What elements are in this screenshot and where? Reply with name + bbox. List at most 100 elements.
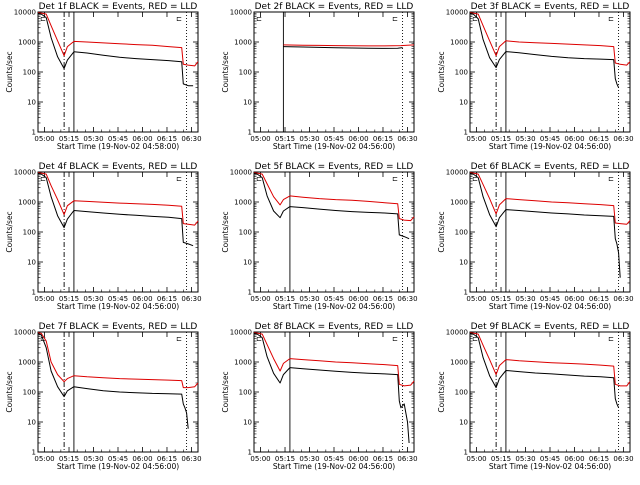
y-tick-label: 10 [243,99,252,107]
x-axis-label: Start Time (19-Nov-02 04:56:00) [273,302,395,311]
series-line-lld [469,172,631,225]
x-tick-label: 05:45 [324,455,344,463]
x-tick-label: 05:00 [250,295,270,303]
y-axis-label: Counts/sec [5,371,14,412]
corner-marker-left: ⊏ [256,335,262,343]
x-tick-label: 06:00 [564,135,584,143]
x-tick-label: 05:30 [515,455,535,463]
x-tick-label: 05:45 [324,135,344,143]
plot-frame [469,331,631,453]
series-line-events [253,172,410,240]
x-tick-label: 06:15 [157,295,177,303]
plot-frame [253,171,415,293]
corner-marker-left: ⊏ [256,15,262,23]
y-tick-label: 100 [23,229,36,237]
corner-marker-left: ⊏ [472,175,478,183]
y-tick-label: 10000 [446,169,468,177]
x-tick-label: 05:00 [466,135,486,143]
x-tick-label: 06:30 [397,295,417,303]
corner-marker-right: ⊏ [176,15,182,23]
series-line-lld [283,44,415,47]
y-tick-label: 100 [239,69,252,77]
panel-title: Det 9f BLACK = Events, RED = LLD [471,322,630,332]
x-tick-label: 05:30 [299,295,319,303]
x-axis-label: Start Time (19-Nov-02 04:56:00) [57,462,179,471]
panel-title: Det 3f BLACK = Events, RED = LLD [471,2,630,12]
y-tick-label: 10000 [446,9,468,17]
x-axis-label: Start Time (19-Nov-02 04:56:00) [489,302,611,311]
y-axis-label: Counts/sec [221,371,230,412]
y-tick-label: 1000 [18,39,36,47]
y-tick-label: 10 [27,259,36,267]
y-tick-label: 1 [248,449,252,457]
corner-marker-left: ⊏ [472,15,478,23]
plot-frame [37,11,199,133]
series-line-lld [469,332,631,387]
x-tick-label: 06:30 [181,295,201,303]
y-tick-label: 1000 [234,39,252,47]
y-tick-label: 10000 [446,329,468,337]
x-tick-label: 06:15 [157,455,177,463]
series-line-events [469,12,620,88]
y-tick-label: 10 [27,99,36,107]
y-tick-label: 100 [455,69,468,77]
panel-title: Det 4f BLACK = Events, RED = LLD [39,162,198,172]
y-tick-label: 10000 [14,169,36,177]
detector-panel-3: Det 3f BLACK = Events, RED = LLD 1 10 100 10… [437,2,634,151]
x-tick-label: 05:30 [83,135,103,143]
x-tick-label: 06:15 [373,135,393,143]
x-axis-label: Start Time (19-Nov-02 04:56:00) [57,302,179,311]
y-axis-label: Counts/sec [221,211,230,252]
corner-marker-left: ⊏ [40,15,46,23]
y-tick-label: 1 [464,129,468,137]
y-tick-label: 10000 [14,9,36,17]
x-tick-label: 05:30 [83,295,103,303]
x-tick-label: 05:45 [108,295,128,303]
x-tick-label: 06:00 [564,295,584,303]
detector-panel-8: Det 8f BLACK = Events, RED = LLD 1 10 100 10… [221,322,418,471]
x-tick-label: 05:45 [540,295,560,303]
x-tick-label: 05:30 [515,135,535,143]
corner-marker-right: ⊏ [176,175,182,183]
x-tick-label: 05:45 [324,295,344,303]
corner-marker-right: ⊏ [608,335,614,343]
x-axis-label: Start Time (19-Nov-02 04:56:00) [489,462,611,471]
detector-panel-5: Det 5f BLACK = Events, RED = LLD 1 10 100 10… [221,162,418,311]
x-tick-label: 05:45 [540,455,560,463]
y-tick-label: 1000 [234,359,252,367]
x-tick-label: 06:00 [132,455,152,463]
x-tick-label: 06:30 [397,455,417,463]
panel-title: Det 5f BLACK = Events, RED = LLD [255,162,414,172]
x-tick-label: 06:15 [589,135,609,143]
x-tick-label: 05:00 [34,295,54,303]
series-line-lld [37,172,199,226]
x-axis-label: Start Time (19-Nov-02 04:58:00) [57,142,179,151]
x-tick-label: 06:15 [373,455,393,463]
series-line-events [37,172,194,247]
y-tick-label: 1 [248,289,252,297]
y-tick-label: 1 [248,129,252,137]
x-tick-label: 05:00 [250,135,270,143]
x-tick-label: 06:00 [564,455,584,463]
x-tick-label: 06:15 [589,295,609,303]
x-tick-label: 05:45 [540,135,560,143]
series-line-lld [37,332,199,389]
x-tick-label: 05:00 [34,455,54,463]
corner-marker-left: ⊏ [472,335,478,343]
y-tick-label: 100 [23,69,36,77]
series-line-events [37,12,194,87]
x-tick-label: 05:45 [108,135,128,143]
y-axis-label: Counts/sec [437,371,446,412]
series-line-events [469,172,621,278]
y-tick-label: 1 [32,289,36,297]
x-axis-label: Start Time (19-Nov-02 04:56:00) [273,462,395,471]
series-line-lld [37,12,199,67]
x-tick-label: 06:30 [613,455,633,463]
series-line-events [253,332,410,444]
x-tick-label: 06:15 [589,455,609,463]
y-tick-label: 10000 [230,9,252,17]
x-tick-label: 05:15 [275,135,295,143]
y-tick-label: 10 [459,99,468,107]
y-tick-label: 1 [32,449,36,457]
